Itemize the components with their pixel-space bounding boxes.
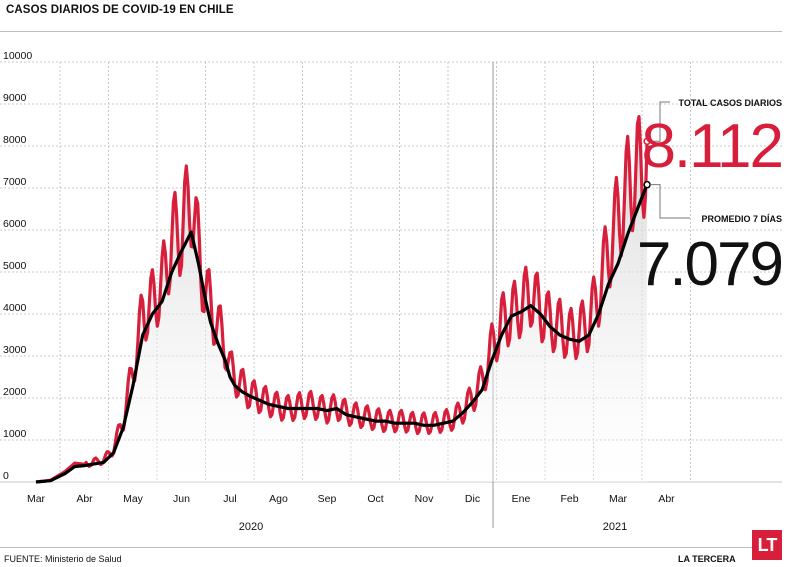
- total-label: TOTAL CASOS DIARIOS: [678, 98, 782, 108]
- avg-leader-line: [650, 184, 690, 219]
- bottom-divider: [0, 547, 782, 548]
- year-label-2021: 2021: [603, 521, 627, 533]
- y-tick-label: 10000: [3, 50, 32, 62]
- top-divider: [0, 31, 782, 32]
- x-tick-label: Mar: [609, 493, 628, 505]
- x-tick-label: Dic: [465, 493, 480, 505]
- x-tick-label: Abr: [658, 493, 675, 505]
- y-tick-label: 2000: [3, 386, 27, 398]
- y-tick-label: 6000: [3, 218, 27, 230]
- avg-label: PROMEDIO 7 DÍAS: [701, 214, 782, 224]
- x-tick-label: Oct: [367, 493, 383, 505]
- total-leader-line: [650, 101, 670, 142]
- brand-name: LA TERCERA: [678, 554, 736, 564]
- source-note: FUENTE: Ministerio de Salud: [4, 554, 122, 564]
- x-tick-label: May: [123, 493, 144, 505]
- y-tick-label: 4000: [3, 302, 27, 314]
- annotations: TOTAL CASOS DIARIOS 8.112 PROMEDIO 7 DÍAS 7…: [637, 98, 784, 299]
- y-tick-label: 7000: [3, 176, 27, 188]
- x-tick-label: Ago: [269, 493, 288, 505]
- year-label-2020: 2020: [239, 521, 263, 533]
- x-tick-label: Jul: [223, 493, 236, 505]
- y-tick-label: 1000: [3, 428, 27, 440]
- x-tick-label: Mar: [27, 493, 46, 505]
- x-tick-label: Jun: [173, 493, 190, 505]
- avg-end-marker: [643, 180, 651, 189]
- x-axis-ticks: Mar Abr May Jun Jul Ago Sep Oct Nov Dic Ene Feb Mar A…: [27, 493, 675, 533]
- y-tick-label: 9000: [3, 92, 27, 104]
- x-tick-label: Ene: [512, 493, 531, 505]
- chart-title: CASOS DIARIOS DE COVID-19 EN CHILE: [6, 4, 234, 16]
- y-axis-ticks: 0 1000 2000 3000 4000 5000 6000 7000 8000 9000 100…: [3, 50, 32, 482]
- daily-cases-area: [36, 116, 648, 482]
- x-tick-label: Sep: [318, 493, 337, 505]
- seven-day-average-line: [35, 184, 649, 484]
- avg-value: 7.079: [637, 230, 782, 299]
- x-tick-label: Abr: [76, 493, 93, 505]
- y-tick-label: 3000: [3, 344, 27, 356]
- y-tick-label: 5000: [3, 260, 27, 272]
- covid-chart: 0 1000 2000 3000 4000 5000 6000 7000 8000 9000 100…: [0, 50, 784, 533]
- brand-logo: LT: [752, 530, 782, 560]
- x-tick-label: Feb: [560, 493, 578, 505]
- y-tick-label: 0: [3, 470, 9, 482]
- daily-cases-line: [35, 115, 649, 484]
- total-value: 8.112: [641, 112, 782, 181]
- x-tick-label: Nov: [415, 493, 434, 505]
- y-tick-label: 8000: [3, 134, 27, 146]
